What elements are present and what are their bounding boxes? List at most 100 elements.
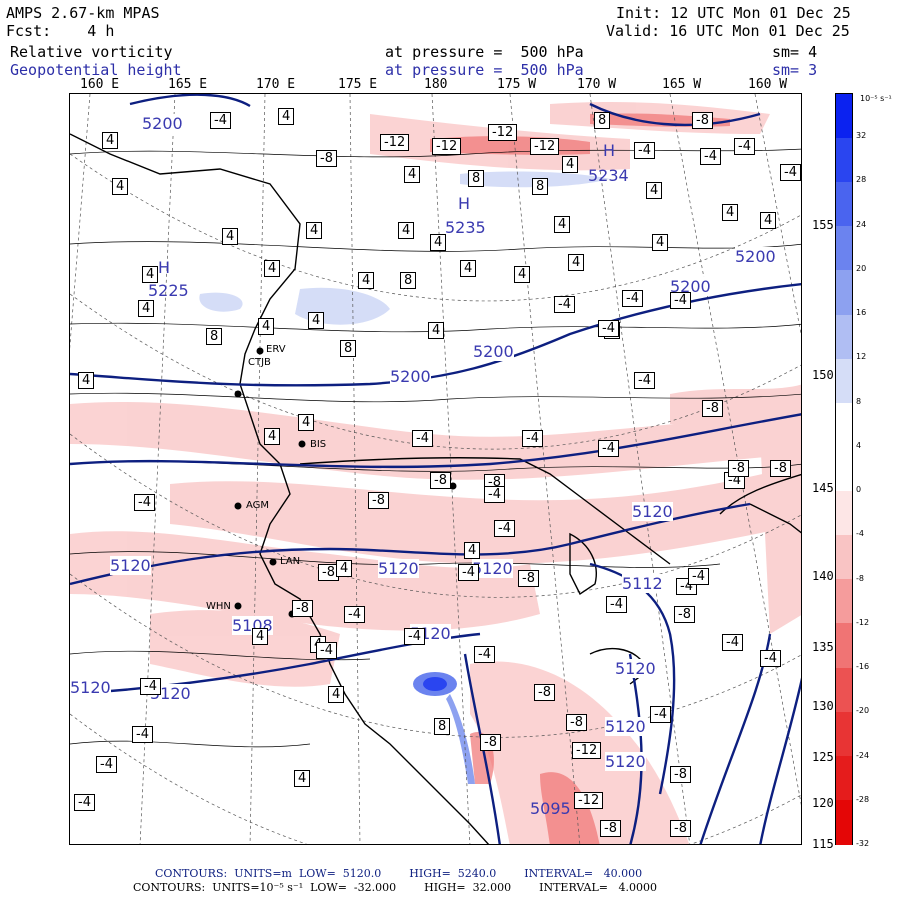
height-label: 5120 <box>632 502 673 521</box>
vorticity-contour-label: -4 <box>598 440 619 457</box>
lat-label: 140 <box>812 569 834 583</box>
vorticity-contour-label: -4 <box>132 726 153 743</box>
vorticity-contour-label: -4 <box>760 650 781 667</box>
positive-vorticity-max <box>413 672 475 784</box>
vorticity-contour-label: -4 <box>722 634 743 651</box>
height-label: 5235 <box>445 218 486 237</box>
station-label: CTJB <box>248 357 271 368</box>
high-marker: H <box>458 194 471 213</box>
lon-label: 165 E <box>168 77 208 92</box>
height-label: 5120 <box>605 717 646 736</box>
colorbar-tick-label: -20 <box>856 706 870 716</box>
vorticity-contour-label: 4 <box>264 260 281 277</box>
colorbar-tick-label: -24 <box>856 750 870 760</box>
colorbar-tick-label: 4 <box>856 440 862 450</box>
vorticity-contour-label: 8 <box>206 328 223 345</box>
colorbar-segment <box>836 182 852 228</box>
colorbar-tick-label: 8 <box>856 396 862 406</box>
map-panel: 5200 5235 5225 5200 5200 5200 5200 5120 … <box>69 93 802 845</box>
vorticity-contour-label: 4 <box>514 266 531 283</box>
vorticity-contour-label: -8 <box>318 564 339 581</box>
station-label: AGM <box>246 500 270 511</box>
vorticity-contour-label: 4 <box>568 254 585 271</box>
vorticity-contour-label: -4 <box>634 142 655 159</box>
vorticity-contour-label: -8 <box>670 766 691 783</box>
vorticity-contour-label: -8 <box>566 714 587 731</box>
colorbar-segment <box>836 491 852 537</box>
colorbar-tick-label: 20 <box>856 263 867 273</box>
vorticity-contour-label: -8 <box>692 112 713 129</box>
lat-label: 120 <box>812 796 834 810</box>
map-canvas <box>70 94 801 844</box>
vorticity-contour-label: 4 <box>142 266 159 283</box>
height-label: 5200 <box>473 342 514 361</box>
vorticity-contour-label: -8 <box>480 734 501 751</box>
colorbar-segment <box>836 358 852 405</box>
vorticity-contour-label: -4 <box>554 296 575 313</box>
vorticity-contour-label: -4 <box>650 706 671 723</box>
colorbar-tick-label: 24 <box>856 219 867 229</box>
vorticity-contour-label: 4 <box>308 312 325 329</box>
vorticity-contour-label: -4 <box>458 564 479 581</box>
station-label: ERV <box>266 344 286 355</box>
height-contour-info: CONTOURS: UNITS=m LOW= 5120.0 HIGH= 5240… <box>155 867 643 880</box>
vorticity-contour-label: -4 <box>412 430 433 447</box>
field1-level: at pressure = 500 hPa <box>385 43 584 61</box>
lat-label: 135 <box>812 640 834 654</box>
height-label: 5120 <box>110 556 151 575</box>
vorticity-contour-label: -12 <box>380 134 410 151</box>
vorticity-contour-label: -4 <box>670 292 691 309</box>
init-time: Init: 12 UTC Mon 01 Dec 25 <box>616 4 851 22</box>
colorbar-segment <box>836 226 852 272</box>
model-title: AMPS 2.67-km MPAS <box>6 4 160 22</box>
vorticity-contour-label: -4 <box>484 486 505 503</box>
vorticity-contour-label: -4 <box>404 628 425 645</box>
lon-label: 175 E <box>338 77 378 92</box>
high-marker: H <box>603 141 616 160</box>
lat-label: 130 <box>812 699 834 713</box>
vorticity-contour-label: -4 <box>700 148 721 165</box>
vorticity-contour-label: -8 <box>518 570 539 587</box>
vorticity-contour-label: -4 <box>210 112 231 129</box>
vorticity-contour-label: -4 <box>634 372 655 389</box>
vorticity-contour-label: 8 <box>434 718 451 735</box>
vorticity-contour-label: 4 <box>722 204 739 221</box>
vorticity-contour-label: -4 <box>134 494 155 511</box>
station-label: LAN <box>280 556 301 567</box>
vorticity-contour-label: -12 <box>574 792 604 809</box>
vorticity-contour-label: -8 <box>292 600 313 617</box>
vorticity-contour-label: 8 <box>532 178 549 195</box>
height-label: 5200 <box>390 367 431 386</box>
vorticity-contour-label: -8 <box>670 820 691 837</box>
vorticity-contour-label: 4 <box>278 108 295 125</box>
vorticity-contour-label: 4 <box>428 322 445 339</box>
height-label: 5120 <box>472 559 513 578</box>
colorbar-tick-label: 32 <box>856 131 867 141</box>
vorticity-contour-label: 4 <box>562 156 579 173</box>
vorticity-contour-label: 4 <box>112 178 129 195</box>
lon-label: 180 <box>424 77 448 92</box>
vorticity-contour-label: 4 <box>264 428 281 445</box>
lon-label: 170 W <box>577 77 617 92</box>
vorticity-contour-label: 4 <box>404 166 421 183</box>
vorticity-contour-label: 4 <box>78 372 95 389</box>
height-label: 5200 <box>735 247 776 266</box>
colorbar-tick-label: 12 <box>856 352 867 362</box>
colorbar-segment <box>836 446 852 493</box>
vorticity-contour-label: 4 <box>464 542 481 559</box>
vorticity-contour-label: -12 <box>572 742 602 759</box>
vorticity-contour-label: -4 <box>344 606 365 623</box>
colorbar <box>835 93 853 846</box>
vorticity-contour-label: -8 <box>770 460 791 477</box>
vorticity-contour-label: 4 <box>760 212 777 229</box>
vorticity-contour-label: -4 <box>74 794 95 811</box>
vorticity-contour-label: 4 <box>298 414 315 431</box>
vorticity-contour-label: -8 <box>600 820 621 837</box>
colorbar-tick-label: -32 <box>856 839 870 848</box>
lat-label: 145 <box>812 481 834 495</box>
vorticity-contour-label: 4 <box>358 272 375 289</box>
colorbar-segment <box>836 711 852 758</box>
vorticity-contour-label: -8 <box>728 460 749 477</box>
height-label: 5120 <box>615 659 656 678</box>
vorticity-contour-label: -8 <box>674 606 695 623</box>
